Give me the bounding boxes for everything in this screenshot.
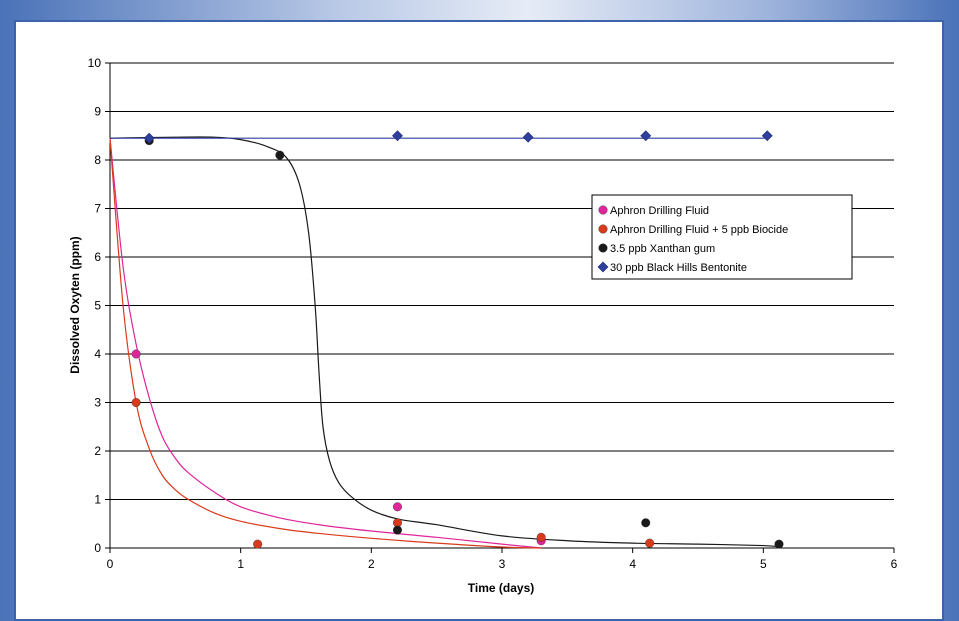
data-point [275,150,285,160]
grid-layer [110,62,894,549]
y-tick-label: 0 [94,541,101,555]
y-tick-label: 5 [94,299,101,313]
data-point [774,539,784,549]
series-curve-1 [109,138,542,549]
legend: Aphron Drilling Fluid Aphron Drilling Flu… [591,194,853,280]
x-tick-label: 2 [368,557,375,571]
x-tick-label: 1 [237,557,244,571]
curve-layer [109,136,780,549]
y-tick-label: 10 [88,56,102,70]
legend-label: Aphron Drilling Fluid + 5 ppb Biocide [610,224,788,236]
chart-panel [14,20,944,621]
legend-marker [598,243,608,253]
legend-marker [598,205,608,215]
data-point [640,130,652,142]
data-point [392,130,403,142]
legend-marker [598,224,608,234]
data-point [645,538,655,548]
point-layer [131,130,784,549]
y-tick-label: 1 [94,493,101,507]
data-point [522,131,534,143]
y-tick-label: 7 [94,202,101,216]
y-tick-label: 9 [94,105,101,119]
x-tick-label: 6 [891,557,898,571]
y-tick-label: 6 [94,250,101,264]
data-point [131,349,141,359]
y-tick-label: 2 [94,444,101,458]
x-tick-label: 4 [629,557,636,571]
x-tick-label: 3 [499,557,506,571]
data-point [131,398,141,408]
legend-box [591,194,853,280]
data-point [641,518,651,528]
legend-label: Aphron Drilling Fluid [610,205,709,217]
y-tick-label: 3 [94,396,101,410]
data-point [253,539,263,549]
series-curve-2 [109,136,780,548]
legend-label: 3.5 ppb Xanthan gum [610,243,715,255]
axis-layer: 0 1 2 3 4 5 6 7 8 9 10 0 1 2 3 4 5 6 [88,56,898,571]
data-point [143,132,155,144]
data-point [392,525,402,535]
legend-marker [597,261,609,273]
data-point [536,532,546,542]
x-axis-title: Time (days) [468,581,534,595]
y-tick-label: 4 [94,347,101,361]
data-point [392,502,402,512]
series-curve-0 [109,138,542,549]
legend-label: 30 ppb Black Hills Bentonite [610,262,747,274]
y-axis-title: Dissolved Oxyten (ppm) [68,236,82,373]
x-tick-label: 5 [760,557,767,571]
x-tick-label: 0 [107,557,114,571]
data-point [761,130,773,142]
y-tick-label: 8 [94,153,101,167]
